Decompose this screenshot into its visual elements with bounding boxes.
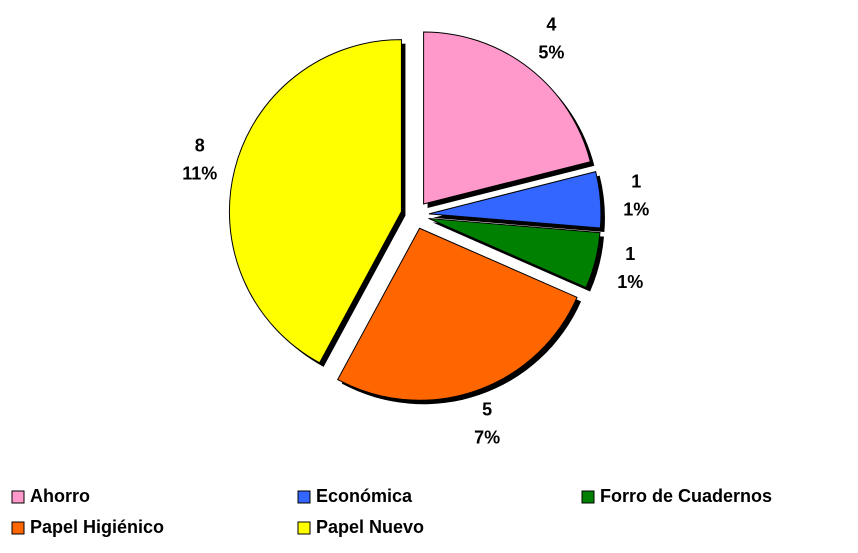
slice [337,227,578,401]
percent-label: 7% [474,428,500,448]
slice [423,31,591,205]
value-label: 5 [482,400,492,420]
percent-label: 1% [623,199,649,219]
legend-label: Ahorro [30,486,90,506]
legend-label: Económica [316,486,413,506]
legend-label: Papel Higiénico [30,517,164,537]
percent-label: 11% [182,163,217,183]
slice [428,217,601,289]
percent-label: 5% [538,43,564,63]
value-label: 8 [195,135,205,155]
legend-swatch [11,490,25,504]
slice [428,171,602,229]
legend-swatch [297,521,311,535]
value-label: 1 [631,171,641,191]
value-label: 4 [546,15,556,35]
legend-label: Forro de Cuadernos [600,486,772,506]
legend-swatch [581,490,595,504]
legend-label: Papel Nuevo [316,517,424,537]
legend-swatch [11,521,25,535]
slice [228,39,402,364]
percent-label: 1% [617,272,643,292]
legend-swatch [297,490,311,504]
value-label: 1 [625,244,635,264]
